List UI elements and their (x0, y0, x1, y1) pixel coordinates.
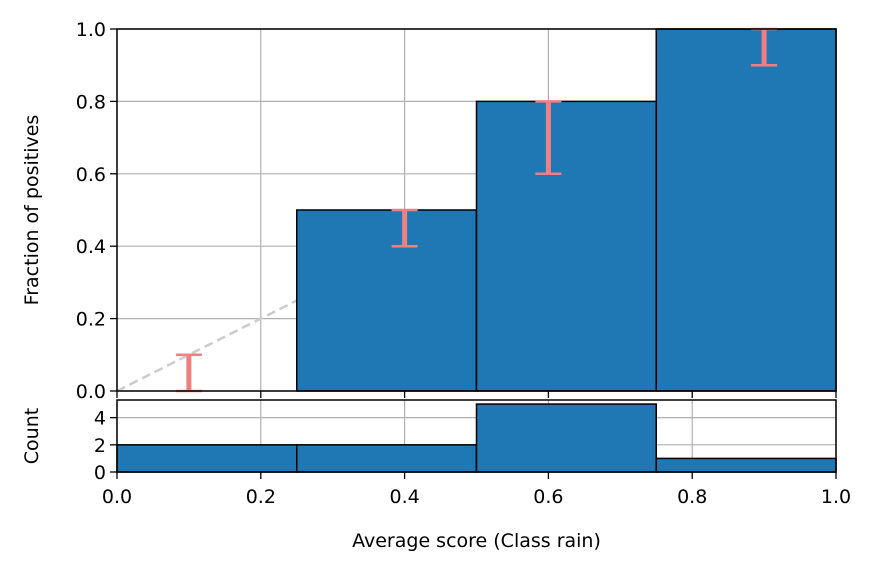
bottom-y-axis-label: Count (21, 408, 43, 464)
top-y-tick-label: 0.6 (76, 164, 106, 186)
x-tick-label: 0.2 (246, 486, 276, 508)
top-y-tick-label: 0.0 (76, 381, 106, 403)
diagonal-line (116, 27, 837, 393)
bottom-y-tick-label: 4 (94, 408, 106, 430)
top-y-tick-label: 0.4 (76, 236, 106, 258)
x-tick-label: 1.0 (821, 486, 851, 508)
x-tick-label: 0.0 (102, 486, 132, 508)
error-bar (175, 353, 202, 393)
bottom-bars (116, 403, 837, 473)
bottom-x-ticks: 0.0 0.2 0.4 0.6 0.8 1.0 (102, 472, 851, 508)
top-y-tick-label: 1.0 (76, 19, 106, 41)
top-y-tick-label: 0.8 (76, 91, 106, 113)
x-tick-label: 0.8 (677, 486, 707, 508)
diagonal-reference-line (116, 27, 837, 393)
top-bars (296, 28, 837, 392)
fraction-bar (296, 209, 478, 392)
count-bar (116, 444, 298, 473)
fraction-bar (655, 28, 837, 392)
bottom-y-tick-label: 0 (94, 462, 106, 484)
count-bar (475, 403, 657, 473)
top-y-tick-label: 0.2 (76, 309, 106, 331)
error-bar (391, 208, 418, 248)
count-bar (296, 444, 478, 473)
fraction-bar (475, 100, 657, 392)
bottom-y-tick-label: 2 (94, 435, 106, 457)
x-axis-label: Average score (Class rain) (352, 530, 601, 552)
top-y-axis-label: Fraction of positives (21, 115, 43, 306)
bottom-plot-frame (116, 399, 837, 473)
x-tick-label: 0.6 (533, 486, 563, 508)
bottom-y-ticks: 0 2 4 (94, 408, 117, 484)
top-y-ticks: 0.0 0.2 0.4 0.6 0.8 1.0 (76, 19, 117, 403)
x-tick-label: 0.4 (389, 486, 419, 508)
top-plot-frame (116, 28, 837, 392)
top-x-ticks (116, 391, 837, 398)
count-bar (655, 457, 837, 473)
error-bar (535, 100, 562, 176)
